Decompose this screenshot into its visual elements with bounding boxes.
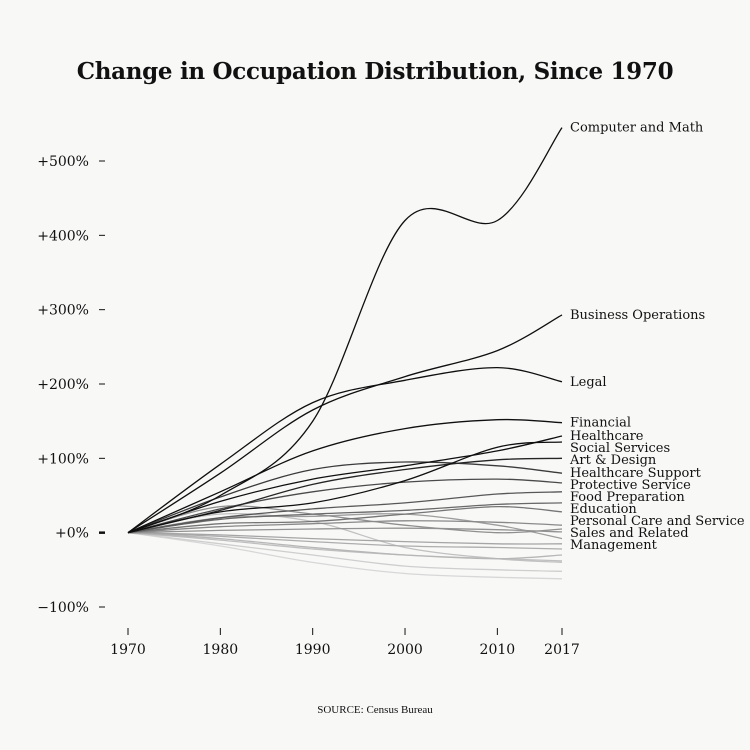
series-line bbox=[127, 502, 563, 534]
series-line bbox=[127, 532, 563, 545]
source-note: SOURCE: Census Bureau bbox=[317, 704, 433, 716]
series-line bbox=[127, 418, 563, 534]
y-tick-label: +100% bbox=[37, 451, 89, 467]
y-tick-label: +200% bbox=[37, 377, 89, 393]
series-label: Business Operations bbox=[570, 308, 705, 323]
series-line bbox=[127, 532, 563, 572]
y-tick-label: +300% bbox=[37, 303, 89, 319]
series-line bbox=[127, 520, 563, 534]
y-tick-label: −100% bbox=[37, 600, 89, 616]
series-label: Food Preparation bbox=[570, 490, 685, 505]
series-label: Sales and Related bbox=[570, 526, 689, 541]
axis-ticks: +500% +400% +300% +200% +100% +0% −100% 1970 198… bbox=[37, 154, 580, 658]
x-tick-label: 1980 bbox=[203, 642, 239, 658]
series-lines bbox=[127, 127, 563, 580]
series-label: Art & Design bbox=[569, 453, 657, 468]
series-line bbox=[127, 532, 563, 550]
series-labels: Computer and Math Business Operations Lega… bbox=[569, 121, 745, 554]
series-line bbox=[127, 532, 563, 580]
series-line bbox=[127, 505, 563, 534]
series-line bbox=[127, 491, 563, 534]
x-tick-label: 2010 bbox=[480, 642, 516, 658]
series-label: Computer and Math bbox=[570, 121, 704, 136]
x-tick-label: 2017 bbox=[544, 642, 580, 658]
y-tick-label: +500% bbox=[37, 154, 89, 170]
series-label: Legal bbox=[570, 375, 607, 390]
series-label: Education bbox=[570, 502, 637, 517]
x-tick-label: 2000 bbox=[387, 642, 423, 658]
x-tick-label: 1970 bbox=[110, 642, 146, 658]
series-label: Protective Service bbox=[570, 478, 691, 493]
chart-title: Change in Occupation Distribution, Since… bbox=[76, 58, 674, 85]
series-label: Management bbox=[570, 538, 658, 553]
series-label: Healthcare Support bbox=[570, 466, 702, 481]
series-label: Social Services bbox=[570, 441, 670, 456]
series-line bbox=[127, 314, 563, 534]
series-line bbox=[127, 478, 563, 534]
series-label: Healthcare bbox=[570, 429, 644, 444]
series-line bbox=[127, 435, 563, 534]
y-tick-label: +0% bbox=[55, 526, 89, 542]
x-tick-label: 1990 bbox=[295, 642, 331, 658]
series-label: Financial bbox=[570, 416, 631, 431]
series-line bbox=[127, 441, 563, 534]
series-line bbox=[127, 532, 563, 560]
series-line bbox=[127, 127, 563, 534]
series-line bbox=[127, 366, 563, 534]
y-tick-label: +400% bbox=[37, 228, 89, 244]
series-line bbox=[127, 527, 563, 534]
series-label: Personal Care and Service bbox=[570, 514, 745, 529]
